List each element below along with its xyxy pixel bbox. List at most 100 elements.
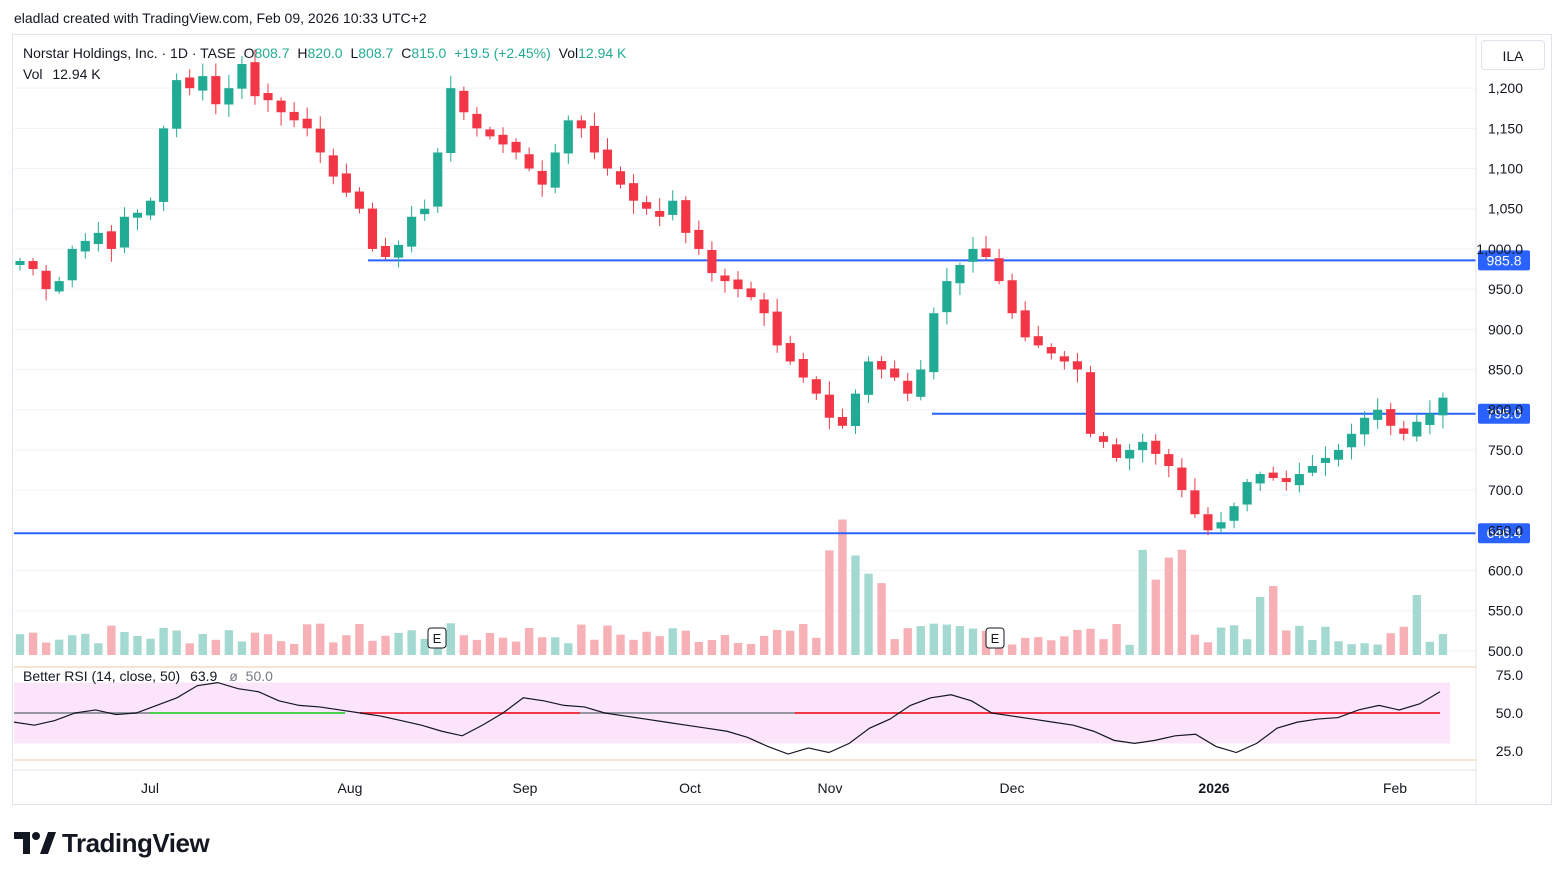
price-badge	[1478, 523, 1530, 544]
currency-button[interactable]: ILA	[1481, 40, 1545, 70]
candle-body	[420, 208, 430, 215]
candle-body	[863, 361, 874, 395]
candle-body	[498, 134, 508, 145]
candle-body	[67, 248, 77, 281]
candle-body	[132, 212, 143, 218]
candle-body	[80, 240, 90, 252]
candle-body	[1098, 436, 1109, 442]
candle-body	[563, 120, 573, 154]
candle-body	[981, 248, 991, 257]
volume-bar	[172, 630, 181, 655]
volume-bar	[524, 627, 534, 655]
candle-body	[628, 183, 639, 201]
candle-body	[811, 379, 821, 394]
candle-body	[446, 88, 456, 154]
volume-bar	[316, 623, 325, 655]
candle-body	[1412, 421, 1422, 437]
candle-body	[1059, 356, 1069, 362]
candle-body	[185, 77, 195, 89]
candlesticks	[15, 49, 1448, 536]
candle-body	[1425, 413, 1435, 425]
volume-bar	[303, 624, 312, 655]
volume-bar	[81, 633, 90, 655]
candle-body	[15, 260, 25, 266]
volume-bar	[955, 626, 965, 655]
time-tick: 2026	[1198, 780, 1229, 796]
volume-bar	[1242, 639, 1252, 655]
earnings-marker-label: E	[991, 631, 1000, 646]
volume-bar	[1438, 634, 1448, 655]
price-badge	[1478, 250, 1530, 271]
volume-bar	[237, 641, 247, 655]
candle-body	[1268, 472, 1278, 479]
candle-body	[459, 90, 469, 113]
volume-bar	[707, 640, 717, 655]
candle-body	[1085, 372, 1096, 434]
price-tick: 900.0	[1488, 321, 1523, 337]
volume-bar	[968, 628, 978, 655]
chart-frame	[12, 34, 1552, 805]
volume-bar	[1373, 644, 1382, 655]
price-badge	[1478, 403, 1530, 424]
candle-body	[550, 152, 560, 188]
candle-body	[302, 118, 312, 129]
candle-body	[1020, 310, 1030, 338]
candle-body	[54, 281, 64, 292]
volume-bar	[877, 583, 886, 655]
tradingview-logo[interactable]: TradingView	[14, 826, 210, 860]
volume-bar	[851, 555, 860, 655]
brand-name: TradingView	[62, 827, 210, 858]
volume-bar	[1386, 633, 1395, 655]
volume-bar	[511, 641, 521, 655]
volume-bar	[538, 637, 547, 655]
volume-bar	[1164, 557, 1173, 655]
time-axis: Jul Aug Sep Oct Nov Dec 2026 Feb	[14, 769, 1476, 796]
volume-bar	[942, 624, 952, 655]
candle-body	[694, 229, 704, 249]
rsi-pane: 75.0 50.0 25.0	[13, 666, 1523, 761]
candle-body	[1229, 506, 1239, 521]
candle-body	[772, 311, 782, 346]
candle-body	[93, 232, 103, 245]
volume-legend-value: 12.94 K	[52, 66, 101, 82]
volume-bar	[1347, 644, 1356, 655]
volume-bar	[407, 630, 416, 655]
candle-body	[380, 245, 391, 257]
volume-bar	[446, 623, 455, 655]
rsi-tick: 75.0	[1496, 667, 1523, 683]
volume-bar	[1125, 644, 1134, 655]
volume-value: 12.94 K	[578, 45, 627, 61]
volume-legend-label: Vol	[23, 66, 43, 82]
rsi-value: 63.9	[190, 668, 218, 684]
candle-body	[707, 249, 717, 274]
candle-body	[746, 288, 756, 298]
candle-body	[759, 299, 769, 314]
price-tick: 1,150	[1488, 120, 1523, 136]
rsi-tick: 50.0	[1496, 705, 1523, 721]
candle-body	[785, 343, 795, 362]
price-tick: 1,000.0	[1476, 241, 1523, 257]
time-tick: Oct	[679, 780, 701, 796]
candle-body	[824, 394, 834, 418]
candle-body	[524, 154, 534, 169]
candle-body	[1151, 440, 1161, 454]
price-badge-label: 985.8	[1486, 252, 1521, 268]
volume-bar	[459, 635, 469, 655]
tradingview-logo-icon	[14, 832, 56, 854]
volume-label: Vol	[558, 45, 579, 61]
price-tick: 750.0	[1488, 442, 1523, 458]
time-tick: Dec	[1000, 780, 1025, 796]
volume-bar	[1216, 627, 1226, 655]
candle-body	[1346, 433, 1357, 448]
low-label: L	[350, 45, 359, 61]
price-tick: 500.0	[1488, 643, 1523, 659]
volume-bars	[15, 519, 1448, 655]
volume-bar	[1282, 630, 1291, 655]
candle-body	[289, 111, 299, 121]
volume-bar	[485, 632, 495, 655]
horizontal-lines: 985.8 795.0 646.4	[14, 250, 1530, 544]
volume-bar	[263, 634, 273, 655]
candle-body	[955, 265, 965, 284]
